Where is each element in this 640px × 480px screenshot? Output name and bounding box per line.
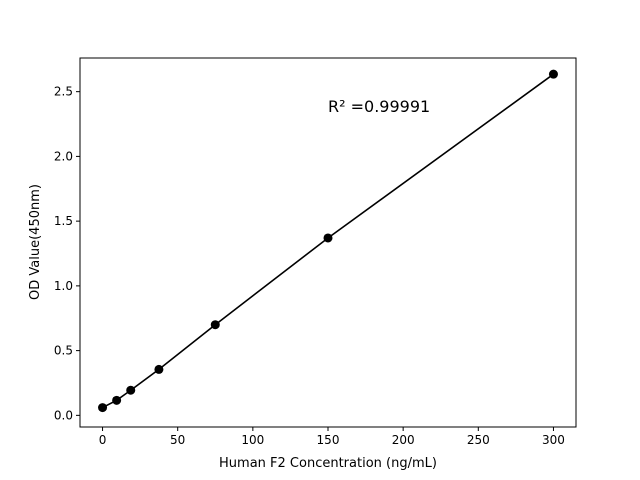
x-tick-label: 100 <box>241 433 264 447</box>
x-tick-label: 50 <box>170 433 185 447</box>
y-tick-label: 1.0 <box>54 279 73 293</box>
y-tick-label: 2.0 <box>54 149 73 163</box>
x-tick-label: 0 <box>99 433 107 447</box>
data-point <box>98 403 108 413</box>
data-point <box>154 364 164 374</box>
x-axis-label: Human F2 Concentration (ng/mL) <box>219 456 437 471</box>
data-point <box>112 395 122 405</box>
x-tick-label: 300 <box>542 433 565 447</box>
y-tick-label: 2.5 <box>54 85 73 99</box>
annotation-r-squared: R² =0.99991 <box>328 97 430 116</box>
y-tick-label: 0.5 <box>54 344 73 358</box>
x-tick-label: 150 <box>317 433 340 447</box>
y-tick-label: 0.0 <box>54 408 73 422</box>
y-tick-label: 1.5 <box>54 214 73 228</box>
data-point <box>548 69 558 79</box>
data-point <box>210 320 220 330</box>
data-point <box>323 233 333 243</box>
y-axis-label: OD Value(450nm) <box>28 184 43 300</box>
x-tick-label: 200 <box>392 433 415 447</box>
data-point <box>126 385 136 395</box>
x-tick-label: 250 <box>467 433 490 447</box>
